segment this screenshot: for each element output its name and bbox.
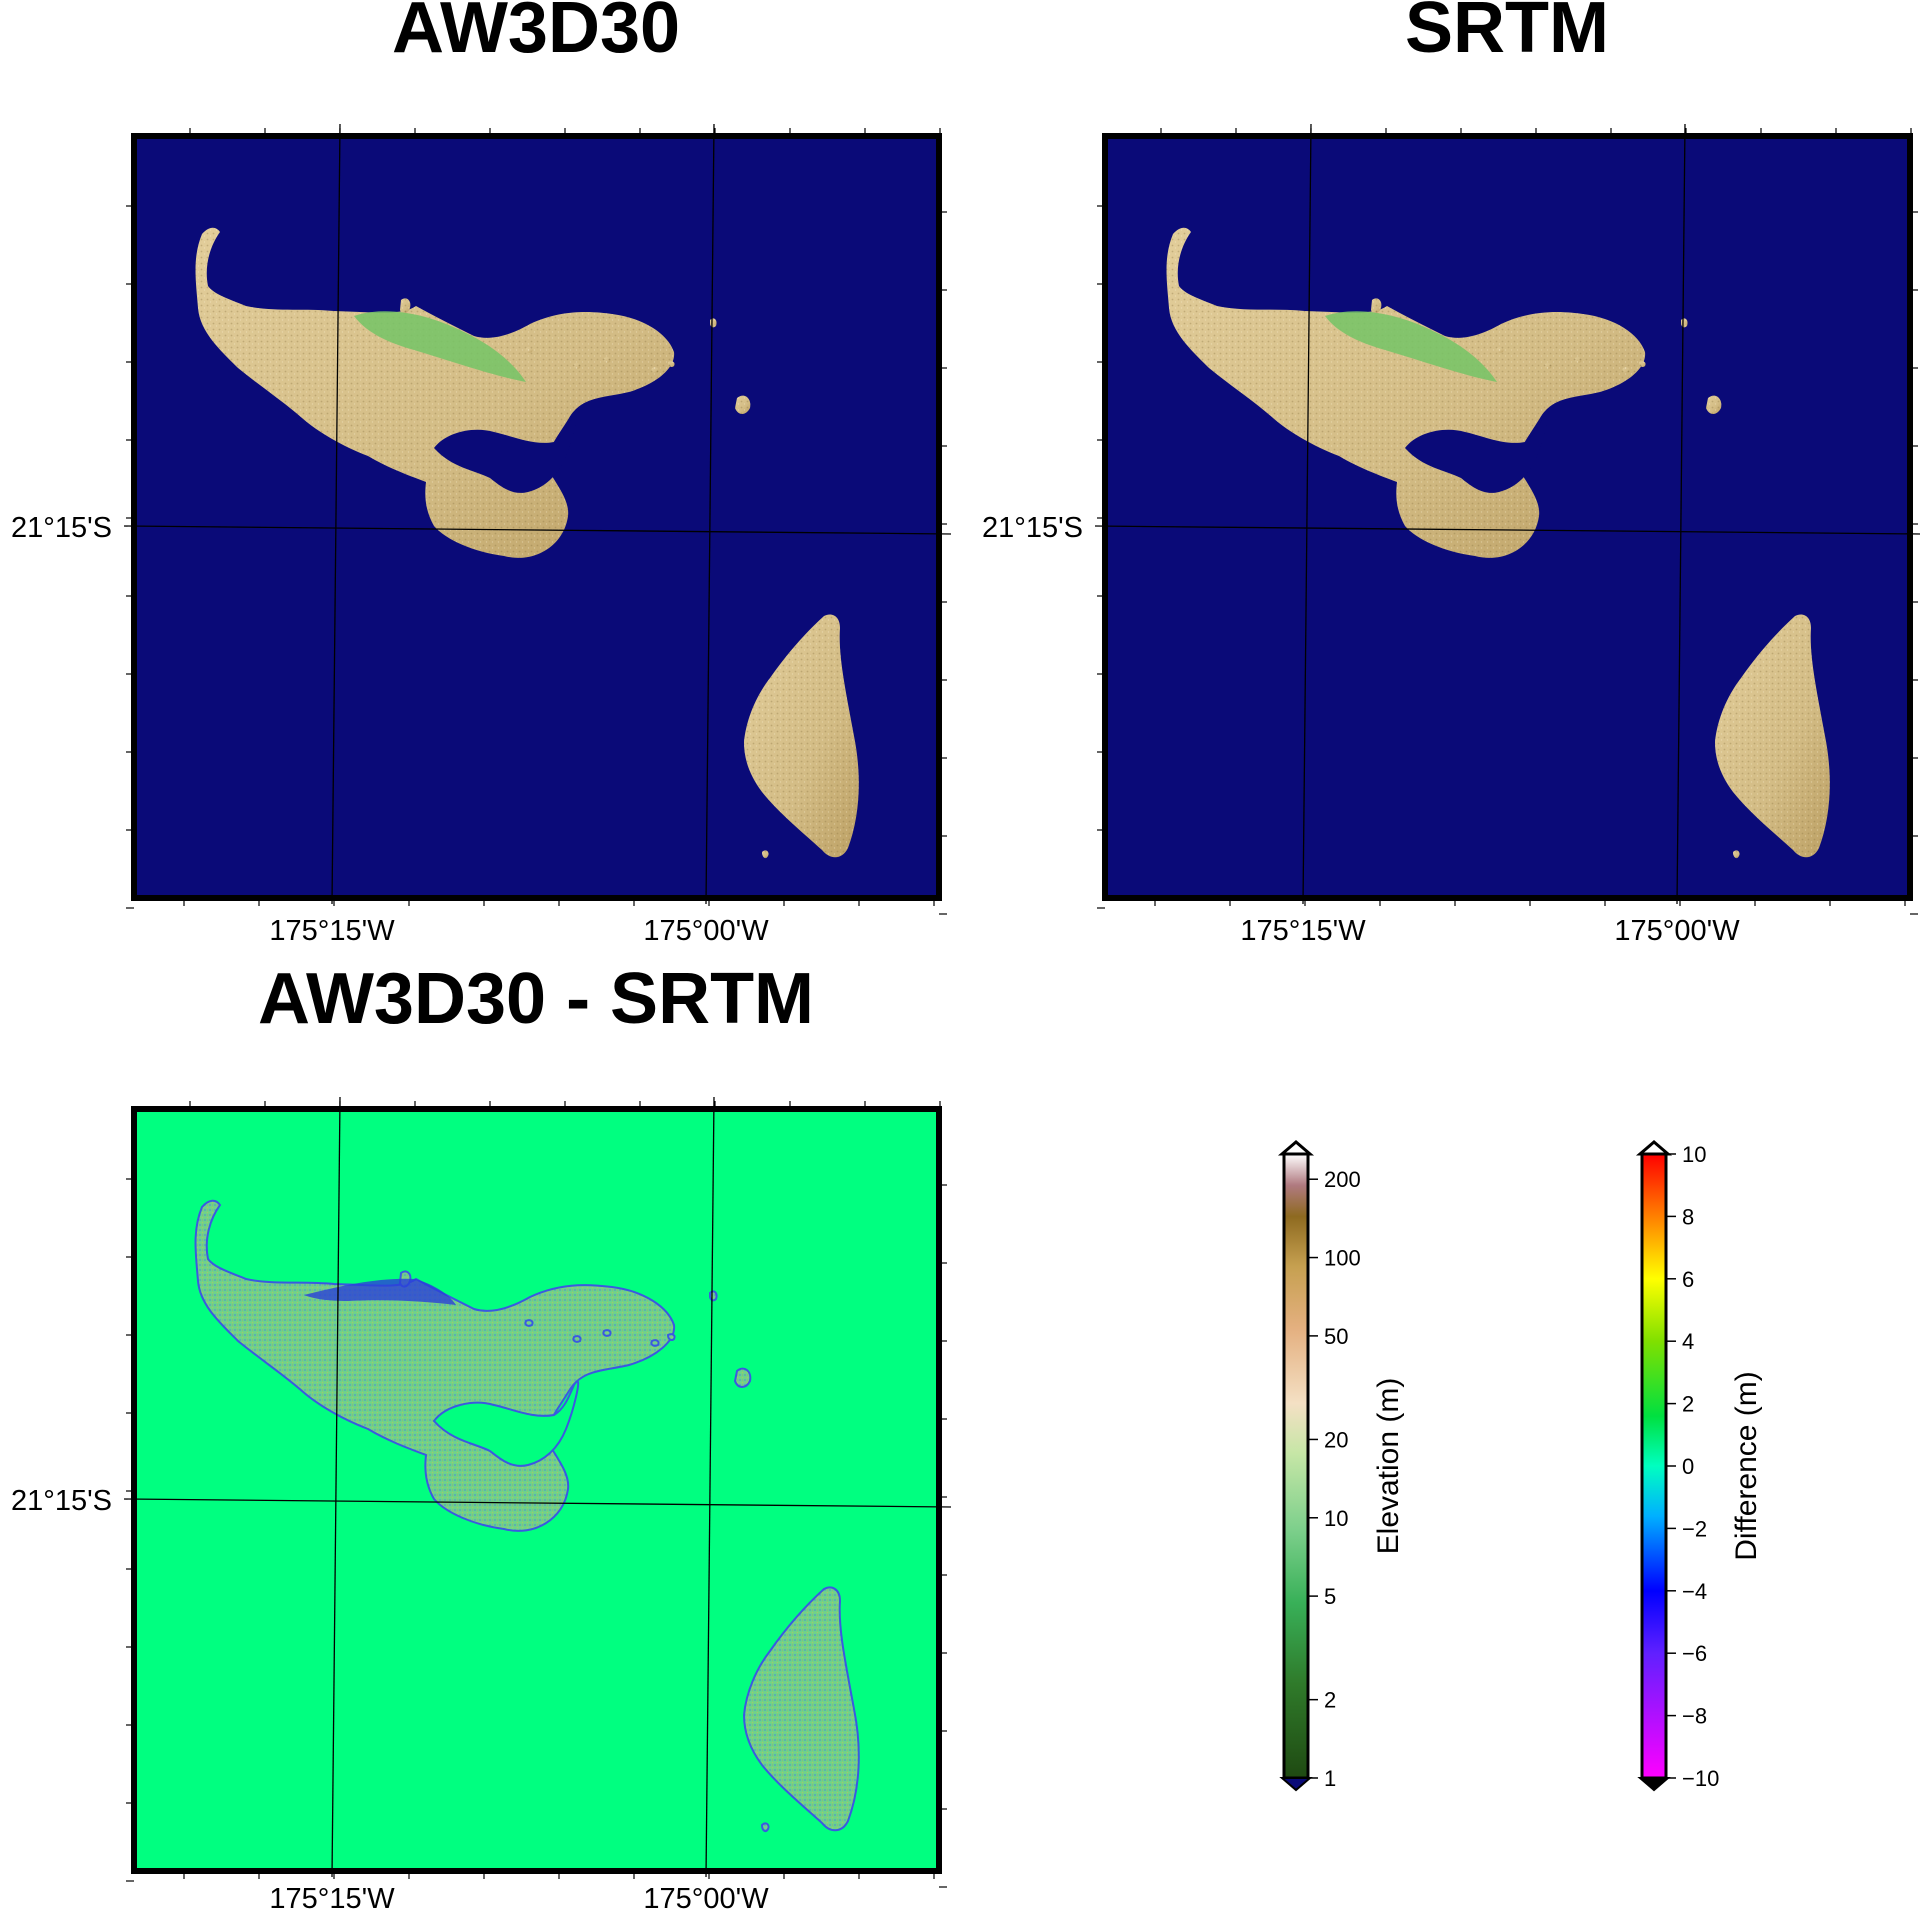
parallel-line bbox=[1094, 525, 1920, 535]
map-frame bbox=[131, 133, 942, 901]
graticule-lines bbox=[123, 123, 1920, 1878]
lon-label-aw3d30-1: 175°15'W bbox=[269, 915, 395, 947]
meridian-line bbox=[331, 1096, 341, 1878]
elevation-tick-label: 1 bbox=[1324, 1766, 1336, 1791]
map-panel-difference bbox=[131, 1106, 942, 1874]
lat-label-aw3d30: 21°15'S bbox=[11, 512, 112, 544]
difference-tick-label: 2 bbox=[1682, 1392, 1694, 1417]
lon-label-aw3d30-2: 175°00'W bbox=[643, 915, 769, 947]
parallel-line bbox=[123, 1498, 952, 1508]
elevation-colorbar: 1 2 5 10 20 50 100 200 Elevation (m) bbox=[1277, 1140, 1405, 1792]
land-masses bbox=[1166, 227, 1830, 859]
difference-land bbox=[194, 1199, 860, 1833]
land-masses bbox=[195, 227, 859, 859]
elevation-tick-label: 2 bbox=[1324, 1688, 1336, 1713]
difference-tick-label: −8 bbox=[1682, 1704, 1707, 1729]
parallel-line bbox=[123, 525, 952, 535]
elevation-colorbar-bottom-cap bbox=[1279, 1777, 1313, 1792]
elevation-tick-label: 50 bbox=[1324, 1324, 1348, 1349]
map-frame bbox=[1102, 133, 1913, 901]
meridian-line bbox=[1302, 123, 1312, 905]
difference-tick-label: 8 bbox=[1682, 1204, 1694, 1229]
elevation-tick-label: 10 bbox=[1324, 1506, 1348, 1531]
panel-title-aw3d30: AW3D30 bbox=[392, 0, 680, 68]
elevation-tick-label: 20 bbox=[1324, 1427, 1348, 1452]
frame-ticks bbox=[126, 128, 1918, 1888]
difference-tick-label: 6 bbox=[1682, 1267, 1694, 1292]
lon-label-diff-2: 175°00'W bbox=[643, 1883, 769, 1912]
meridian-line bbox=[705, 1096, 715, 1878]
lon-label-srtm-2: 175°00'W bbox=[1614, 915, 1740, 947]
elevation-colorbar-label: Elevation (m) bbox=[1372, 1378, 1405, 1555]
map-panel-aw3d30 bbox=[131, 133, 942, 901]
map-panel-srtm bbox=[1102, 133, 1913, 901]
difference-colorbar-label: Difference (m) bbox=[1730, 1371, 1763, 1561]
difference-colorbar-top-cap bbox=[1635, 1140, 1673, 1156]
panel-title-difference: AW3D30 - SRTM bbox=[258, 959, 814, 1039]
difference-tick-label: 10 bbox=[1682, 1142, 1706, 1167]
elevation-colorbar-fill bbox=[1282, 1152, 1310, 1780]
meridian-line bbox=[331, 123, 341, 905]
difference-tick-group: −10 −8 −6 −4 −2 0 2 4 6 8 10 bbox=[1666, 1142, 1719, 1791]
lat-label-difference: 21°15'S bbox=[11, 1485, 112, 1517]
difference-tick-label: 0 bbox=[1682, 1454, 1694, 1479]
lat-label-srtm: 21°15'S bbox=[982, 512, 1083, 544]
elevation-tick-label: 5 bbox=[1324, 1584, 1336, 1609]
elevation-colorbar-top-cap bbox=[1277, 1140, 1315, 1156]
difference-colorbar: −10 −8 −6 −4 −2 0 2 4 6 8 10 Difference (m) bbox=[1635, 1140, 1763, 1792]
lon-label-srtm-1: 175°15'W bbox=[1240, 915, 1366, 947]
difference-tick-label: −2 bbox=[1682, 1516, 1707, 1541]
difference-tick-label: −4 bbox=[1682, 1579, 1707, 1604]
meridian-line bbox=[1676, 123, 1686, 905]
difference-tick-label: −6 bbox=[1682, 1641, 1707, 1666]
meridian-line bbox=[705, 123, 715, 905]
panel-title-srtm: SRTM bbox=[1405, 0, 1609, 68]
difference-tick-label: −10 bbox=[1682, 1766, 1719, 1791]
elevation-tick-group: 1 2 5 10 20 50 100 200 bbox=[1308, 1167, 1361, 1791]
difference-colorbar-fill bbox=[1640, 1152, 1668, 1780]
difference-colorbar-bottom-cap bbox=[1637, 1777, 1671, 1792]
map-frame bbox=[131, 1106, 942, 1874]
elevation-tick-label: 200 bbox=[1324, 1167, 1361, 1192]
elevation-tick-label: 100 bbox=[1324, 1246, 1361, 1271]
lon-label-diff-1: 175°15'W bbox=[269, 1883, 395, 1912]
difference-tick-label: 4 bbox=[1682, 1329, 1694, 1354]
